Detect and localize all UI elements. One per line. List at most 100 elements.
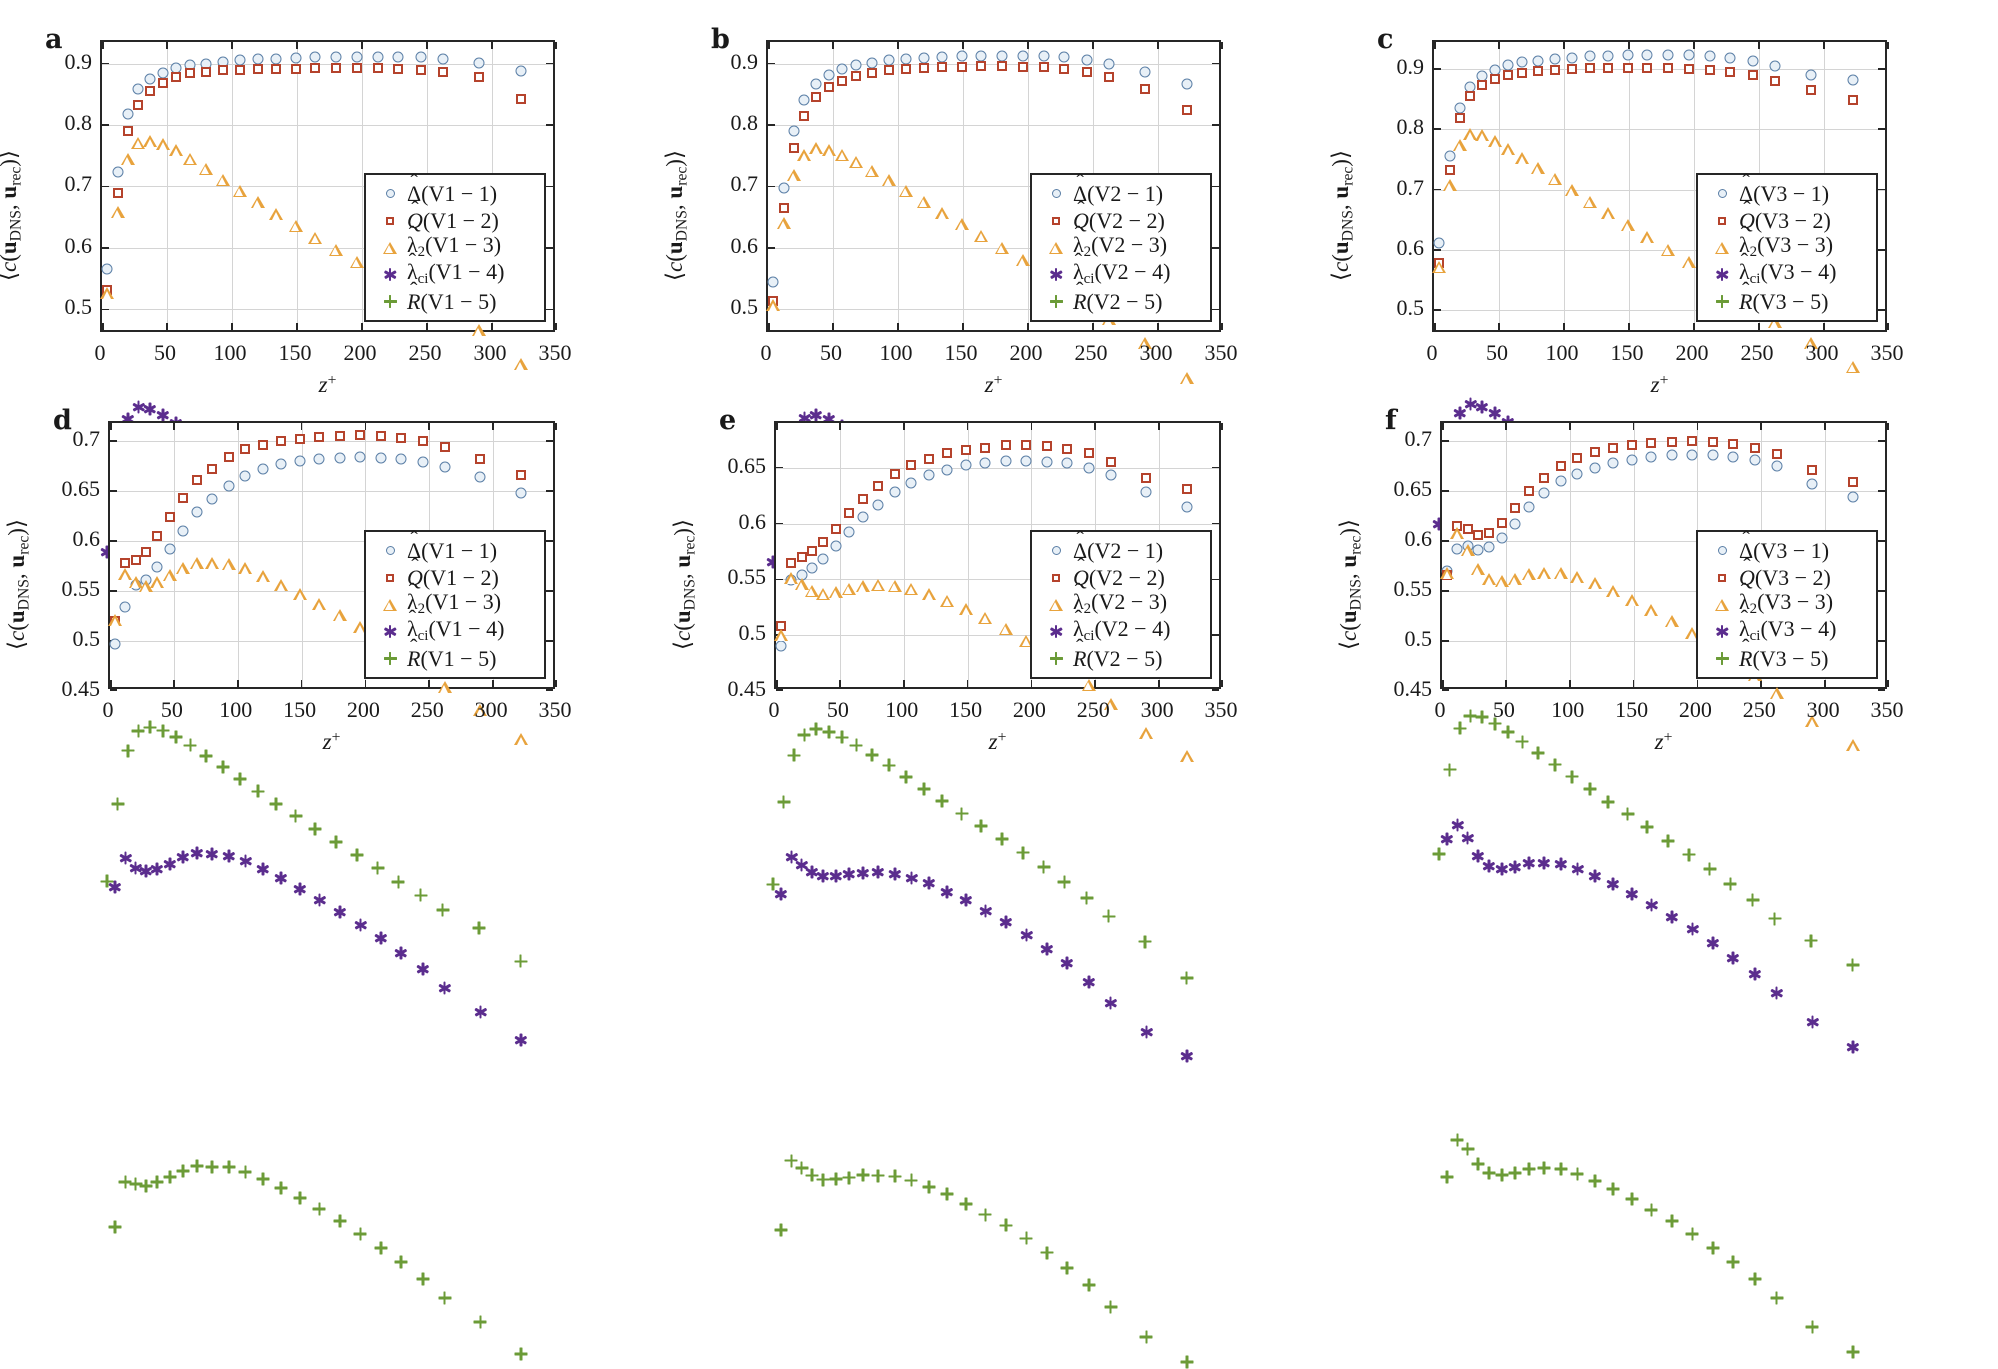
data-point-delta [1571,468,1583,480]
y-tick-mark [1212,578,1219,581]
gridline-horizontal [102,247,553,249]
data-point-r [374,1241,388,1255]
legend-item-delta[interactable]: Δ̂(V1 − 1) [373,180,535,207]
data-point-q [439,442,450,452]
x-tick-mark [1498,42,1500,49]
legend-item-lambdaci[interactable]: λ̂ci(V1 − 4) [373,618,535,645]
x-tick-mark [555,423,557,430]
x-tick-mark [839,680,841,687]
legend-item-q[interactable]: Q̂(V1 − 2) [373,207,535,234]
y-tick-mark [546,640,553,642]
x-tick-mark [296,42,298,49]
x-tick-mark [776,423,778,430]
gridline-vertical [833,42,834,330]
legend-item-q[interactable]: Q̂(V2 − 2) [1039,207,1201,234]
data-point-q [837,75,848,86]
legend-item-lambda2[interactable]: λ̂2(V1 − 3) [373,234,535,261]
x-tick-mark [1221,423,1223,430]
y-axis-title: ⟨c(uDNS, urec)⟩ [4,519,33,650]
data-point-delta [1622,49,1634,61]
gridline-horizontal [102,309,553,311]
legend-c[interactable]: Δ̂(V3 − 1)Q̂(V3 − 2)λ̂2(V3 − 3)λ̂ci(V3 −… [1696,173,1878,322]
legend-item-lambda2[interactable]: λ̂2(V2 − 3) [1039,234,1201,261]
data-point-r [416,1272,430,1286]
y-tick-label: 0.45 [61,676,101,701]
data-point-q [1465,90,1476,101]
data-point-q [201,66,211,77]
legend-f[interactable]: Δ̂(V3 − 1)Q̂(V3 − 2)λ̂2(V3 − 3)λ̂ci(V3 −… [1696,530,1878,679]
x-tick-mark [897,323,899,330]
x-tick-mark [231,323,233,330]
gridline-horizontal [768,309,1219,311]
data-point-delta [132,83,144,95]
data-point-delta [1509,518,1521,530]
x-tick-label: 300 [474,697,508,722]
legend-item-delta[interactable]: Δ̂(V3 − 1) [1705,180,1867,207]
x-tick-mark [902,423,905,430]
x-tick-mark [1030,423,1033,430]
data-point-lambdaci [1626,887,1639,901]
data-point-delta [309,51,321,63]
data-point-r [1508,1166,1522,1180]
data-point-q [234,64,245,75]
legend-item-r[interactable]: R̂(V1 − 5) [373,288,535,315]
x-tick-mark [236,423,239,430]
x-tick-mark [555,680,557,687]
x-tick-label: 0 [760,340,772,365]
data-point-r [1180,1355,1194,1369]
data-point-lambdaci [1537,856,1551,870]
data-point-lambda2 [865,164,879,177]
legend-item-q[interactable]: Q̂(V2 − 2) [1039,564,1201,591]
panel-letter-f: f [1385,405,1397,436]
legend-item-r[interactable]: R̂(V2 − 5) [1039,288,1201,315]
x-tick-mark [236,680,239,687]
legend-item-lambdaci[interactable]: λ̂ci(V1 − 4) [373,261,535,288]
legend-item-lambdaci[interactable]: λ̂ci(V3 − 4) [1705,261,1867,288]
legend-marker-delta-icon [1705,189,1739,198]
legend-item-q[interactable]: Q̂(V3 − 2) [1705,207,1867,234]
y-tick-mark [768,247,775,249]
data-point-q [1603,62,1614,73]
legend-item-r[interactable]: R̂(V1 − 5) [373,645,535,672]
panel-c: c 0 50 100 150 200 250 300 350 0.5 0.6 0.7 0.8 0.9 z+ ⟨… [1328,16,1998,972]
legend-item-lambdaci[interactable]: λ̂ci(V2 − 4) [1039,261,1201,288]
legend-item-r[interactable]: R̂(V2 − 5) [1039,645,1201,672]
legend-item-q[interactable]: Q̂(V1 − 2) [373,564,535,591]
legend-item-delta[interactable]: Δ̂(V1 − 1) [373,537,535,564]
legend-item-delta[interactable]: Δ̂(V2 − 1) [1039,537,1201,564]
data-point-delta [850,59,862,71]
y-tick-mark [1212,634,1219,636]
legend-item-lambda2[interactable]: λ̂2(V3 − 3) [1705,234,1867,261]
data-point-q [1572,453,1583,463]
legend-item-delta[interactable]: Δ̂(V3 − 1) [1705,537,1867,564]
data-point-r [222,1160,236,1174]
legend-item-lambdaci[interactable]: λ̂ci(V3 − 4) [1705,618,1867,645]
legend-d[interactable]: Δ̂(V1 − 1)Q̂(V1 − 2)λ̂2(V1 − 3)λ̂ci(V1 −… [364,530,546,679]
data-point-lambda2 [118,568,133,580]
legend-e[interactable]: Δ̂(V2 − 1)Q̂(V2 − 2)λ̂2(V2 − 3)λ̂ci(V2 −… [1030,530,1212,679]
data-point-delta [351,51,363,63]
y-tick-label: 0.6 [64,232,93,258]
legend-label: λ̂ci(V3 − 4) [1739,616,1837,645]
legend-item-r[interactable]: R̂(V3 − 5) [1705,288,1867,315]
legend-item-lambda2[interactable]: λ̂2(V2 − 3) [1039,591,1201,618]
data-point-q [112,188,123,199]
legend-item-delta[interactable]: Δ̂(V2 − 1) [1039,180,1201,207]
legend-item-q[interactable]: Q̂(V3 − 2) [1705,564,1867,591]
data-point-q [474,72,484,83]
data-point-r [1570,1167,1584,1181]
legend-b[interactable]: Δ̂(V2 − 1)Q̂(V2 − 2)λ̂2(V2 − 3)λ̂ci(V2 −… [1030,173,1212,322]
legend-label: Δ̂(V3 − 1) [1739,180,1830,206]
legend-item-lambda2[interactable]: λ̂2(V1 − 3) [373,591,535,618]
x-tick-mark [300,423,303,430]
legend-item-r[interactable]: R̂(V3 − 5) [1705,645,1867,672]
data-point-lambdaci [239,854,252,868]
y-tick-mark [1212,124,1219,126]
data-point-lambda2 [472,324,486,337]
legend-item-lambda2[interactable]: λ̂2(V3 − 3) [1705,591,1867,618]
x-tick-label: 50 [826,697,849,722]
gridline-vertical [237,423,239,687]
data-point-delta [275,458,287,470]
legend-a[interactable]: Δ̂(V1 − 1)Q̂(V1 − 2)λ̂2(V1 − 3)λ̂ci(V1 −… [364,173,546,322]
legend-item-lambdaci[interactable]: λ̂ci(V2 − 4) [1039,618,1201,645]
